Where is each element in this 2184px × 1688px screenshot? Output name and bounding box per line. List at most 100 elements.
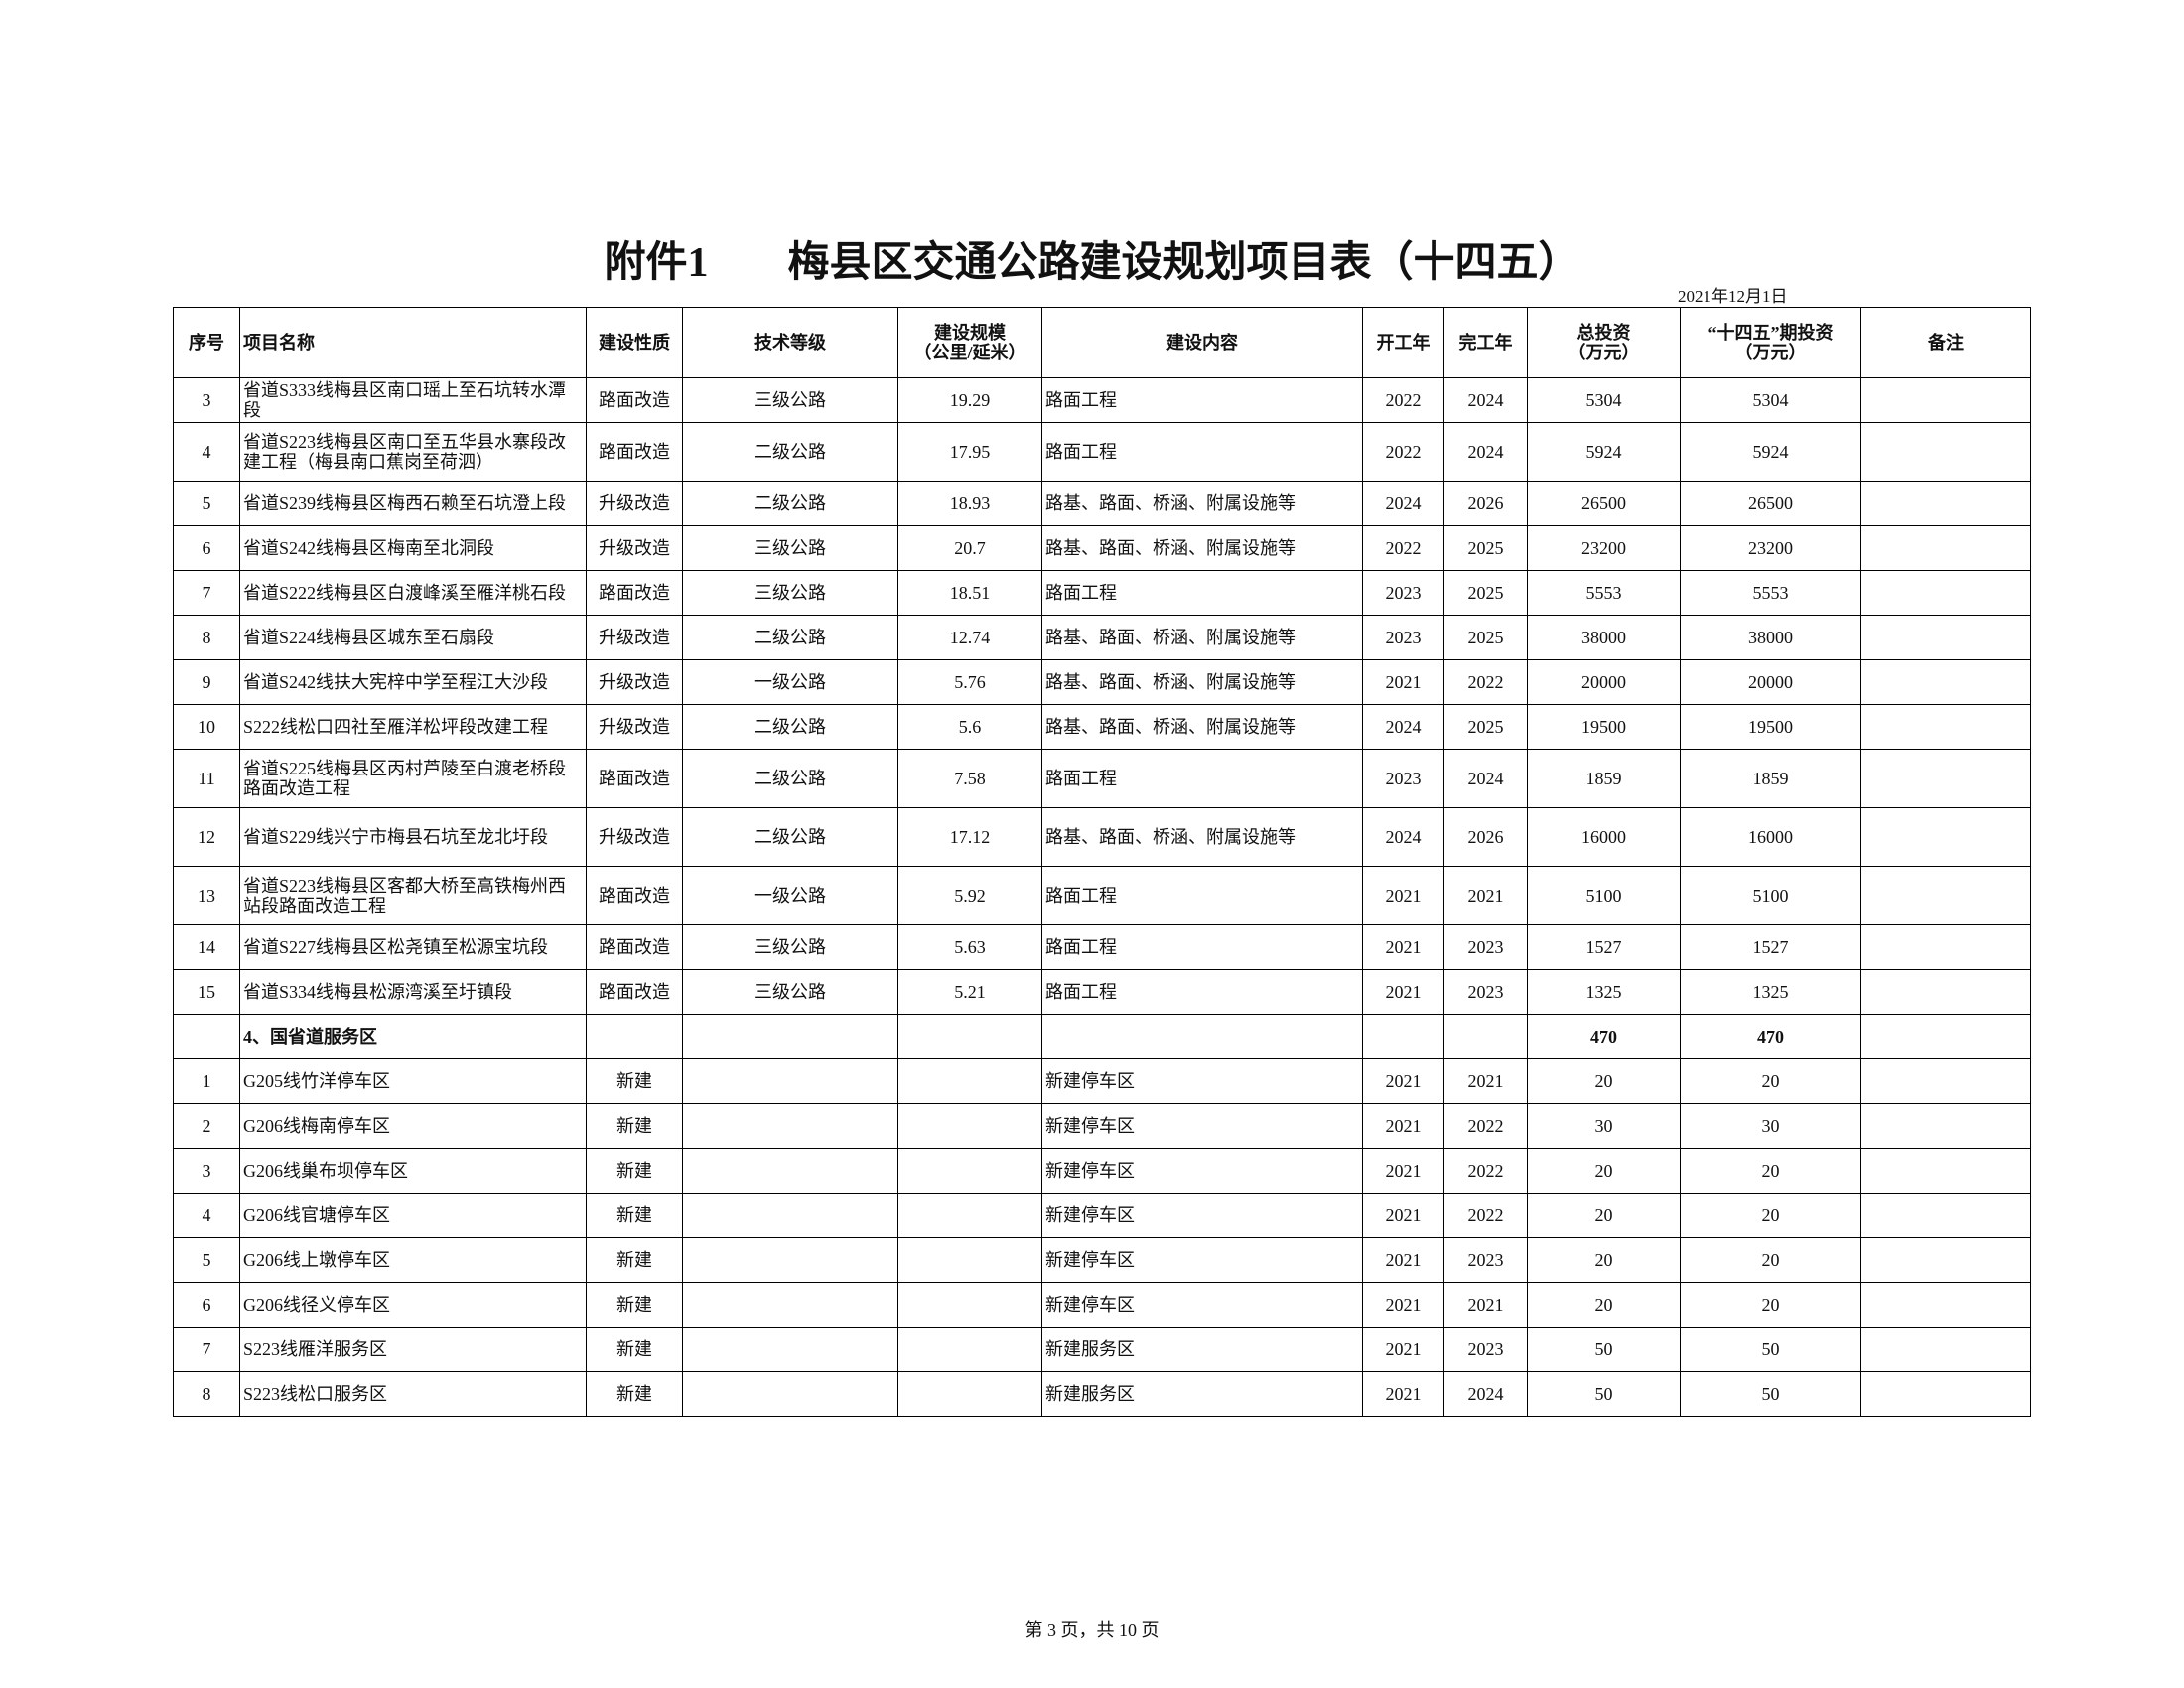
cell-scale: 5.6 bbox=[897, 704, 1042, 750]
cell-name: S223线松口服务区 bbox=[239, 1371, 587, 1417]
cell-nature: 新建 bbox=[586, 1193, 683, 1238]
table-row: 10 S222线松口四社至雁洋松坪段改建工程 升级改造 二级公路 5.6 路基、路面、桥涵… bbox=[173, 704, 2031, 750]
cell-no: 13 bbox=[173, 866, 240, 925]
cell-scale: 12.74 bbox=[897, 615, 1042, 660]
column-header: 备注 bbox=[1860, 307, 2031, 378]
cell-note bbox=[1860, 1193, 2031, 1238]
cell-total: 5553 bbox=[1527, 570, 1681, 616]
cell-end: 2023 bbox=[1443, 969, 1528, 1015]
cell-name: 4、国省道服务区 bbox=[239, 1014, 587, 1059]
cell-note bbox=[1860, 422, 2031, 482]
cell-nature: 新建 bbox=[586, 1282, 683, 1328]
cell-note bbox=[1860, 749, 2031, 808]
cell-content bbox=[1041, 1014, 1363, 1059]
cell-note bbox=[1860, 377, 2031, 423]
cell-note bbox=[1860, 1103, 2031, 1149]
cell-period: 26500 bbox=[1680, 481, 1861, 526]
cell-nature: 路面改造 bbox=[586, 749, 683, 808]
cell-start: 2022 bbox=[1362, 525, 1444, 571]
table-row: 12 省道S229线兴宁市梅县石坑至龙北圩段 升级改造 二级公路 17.12 路基、路面、… bbox=[173, 807, 2031, 867]
cell-period: 23200 bbox=[1680, 525, 1861, 571]
cell-content: 路基、路面、桥涵、附属设施等 bbox=[1041, 481, 1363, 526]
cell-scale: 5.92 bbox=[897, 866, 1042, 925]
cell-name: 省道S242线扶大宪梓中学至程江大沙段 bbox=[239, 659, 587, 705]
cell-period: 5100 bbox=[1680, 866, 1861, 925]
cell-nature: 路面改造 bbox=[586, 570, 683, 616]
cell-no: 4 bbox=[173, 1193, 240, 1238]
cell-end bbox=[1443, 1014, 1528, 1059]
cell-note bbox=[1860, 1014, 2031, 1059]
table-row: 2 G206线梅南停车区 新建 新建停车区 2021 2022 30 30 bbox=[173, 1103, 2031, 1149]
cell-scale: 19.29 bbox=[897, 377, 1042, 423]
cell-end: 2022 bbox=[1443, 659, 1528, 705]
column-header: “十四五”期投资 （万元） bbox=[1680, 307, 1861, 378]
cell-name: G206线梅南停车区 bbox=[239, 1103, 587, 1149]
cell-scale: 18.51 bbox=[897, 570, 1042, 616]
cell-note bbox=[1860, 1237, 2031, 1283]
cell-name: 省道S223线梅县区南口至五华县水寨段改建工程（梅县南口蕉岗至荷泗） bbox=[239, 422, 587, 482]
cell-content: 路基、路面、桥涵、附属设施等 bbox=[1041, 704, 1363, 750]
cell-note bbox=[1860, 1148, 2031, 1194]
cell-note bbox=[1860, 704, 2031, 750]
cell-content: 新建停车区 bbox=[1041, 1193, 1363, 1238]
cell-content: 新建停车区 bbox=[1041, 1103, 1363, 1149]
cell-total: 5924 bbox=[1527, 422, 1681, 482]
cell-grade bbox=[682, 1058, 898, 1104]
cell-nature: 升级改造 bbox=[586, 481, 683, 526]
cell-start: 2021 bbox=[1362, 1327, 1444, 1372]
cell-start: 2021 bbox=[1362, 659, 1444, 705]
cell-scale bbox=[897, 1237, 1042, 1283]
cell-nature: 新建 bbox=[586, 1371, 683, 1417]
cell-scale: 5.76 bbox=[897, 659, 1042, 705]
cell-note bbox=[1860, 807, 2031, 867]
cell-grade: 二级公路 bbox=[682, 615, 898, 660]
cell-start: 2021 bbox=[1362, 1282, 1444, 1328]
cell-grade: 三级公路 bbox=[682, 525, 898, 571]
cell-name: G206线巢布坝停车区 bbox=[239, 1148, 587, 1194]
cell-total: 19500 bbox=[1527, 704, 1681, 750]
cell-no: 2 bbox=[173, 1103, 240, 1149]
cell-end: 2021 bbox=[1443, 1282, 1528, 1328]
cell-no: 6 bbox=[173, 525, 240, 571]
table-row: 14 省道S227线梅县区松尧镇至松源宝坑段 路面改造 三级公路 5.63 路面工程 202… bbox=[173, 924, 2031, 970]
cell-scale bbox=[897, 1327, 1042, 1372]
cell-total: 20 bbox=[1527, 1193, 1681, 1238]
cell-total: 5304 bbox=[1527, 377, 1681, 423]
cell-no: 3 bbox=[173, 1148, 240, 1194]
cell-name: 省道S242线梅县区梅南至北洞段 bbox=[239, 525, 587, 571]
cell-no: 6 bbox=[173, 1282, 240, 1328]
cell-name: G205线竹洋停车区 bbox=[239, 1058, 587, 1104]
cell-period: 1527 bbox=[1680, 924, 1861, 970]
cell-name: 省道S239线梅县区梅西石赖至石坑澄上段 bbox=[239, 481, 587, 526]
cell-period: 20000 bbox=[1680, 659, 1861, 705]
cell-scale bbox=[897, 1371, 1042, 1417]
date: 2021年12月1日 bbox=[1678, 287, 1788, 306]
header-row: 序号 项目名称 建设性质 技术等级 建设规模 （公里/延米） 建设内容 开工年 完工年 总投资 … bbox=[173, 307, 2031, 378]
cell-note bbox=[1860, 1058, 2031, 1104]
cell-end: 2023 bbox=[1443, 1237, 1528, 1283]
cell-scale bbox=[897, 1058, 1042, 1104]
cell-nature: 升级改造 bbox=[586, 615, 683, 660]
cell-content: 新建停车区 bbox=[1041, 1237, 1363, 1283]
cell-content: 路基、路面、桥涵、附属设施等 bbox=[1041, 615, 1363, 660]
cell-grade bbox=[682, 1148, 898, 1194]
cell-period: 50 bbox=[1680, 1327, 1861, 1372]
cell-start: 2021 bbox=[1362, 1237, 1444, 1283]
cell-start: 2022 bbox=[1362, 422, 1444, 482]
cell-grade: 二级公路 bbox=[682, 807, 898, 867]
table-row: 6 省道S242线梅县区梅南至北洞段 升级改造 三级公路 20.7 路基、路面、桥涵、附属… bbox=[173, 525, 2031, 571]
cell-total: 20 bbox=[1527, 1237, 1681, 1283]
cell-total: 16000 bbox=[1527, 807, 1681, 867]
cell-grade: 三级公路 bbox=[682, 924, 898, 970]
cell-scale bbox=[897, 1103, 1042, 1149]
cell-scale: 5.21 bbox=[897, 969, 1042, 1015]
cell-scale bbox=[897, 1148, 1042, 1194]
cell-content: 新建停车区 bbox=[1041, 1282, 1363, 1328]
cell-nature: 升级改造 bbox=[586, 704, 683, 750]
cell-content: 新建停车区 bbox=[1041, 1058, 1363, 1104]
cell-note bbox=[1860, 659, 2031, 705]
cell-period: 19500 bbox=[1680, 704, 1861, 750]
cell-content: 路面工程 bbox=[1041, 749, 1363, 808]
cell-period: 470 bbox=[1680, 1014, 1861, 1059]
cell-grade bbox=[682, 1193, 898, 1238]
